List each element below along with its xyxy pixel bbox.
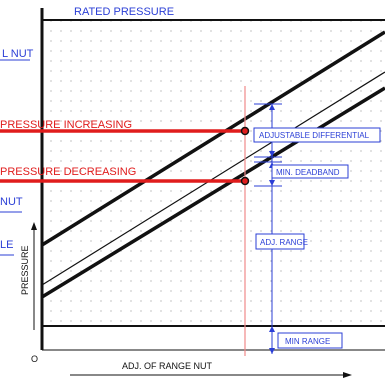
min-range-label: MIN RANGE bbox=[285, 337, 330, 346]
increase-point bbox=[240, 126, 250, 136]
decrease-point bbox=[240, 176, 250, 186]
min-deadband-box bbox=[271, 164, 349, 179]
arrow-down-range bbox=[269, 348, 275, 354]
increasing-diagonal bbox=[41, 30, 385, 247]
origin-label: O bbox=[31, 354, 38, 364]
arrow-up-range bbox=[269, 326, 275, 332]
arrow-up-top bbox=[269, 104, 275, 110]
decreasing-diagonal bbox=[41, 86, 385, 299]
nut-top-label: L NUT bbox=[2, 48, 34, 60]
min-range-box bbox=[277, 332, 343, 349]
min-deadband-label: MIN. DEADBAND bbox=[276, 168, 340, 177]
pressure-decreasing-label: PRESSURE DECREASING bbox=[0, 166, 136, 178]
pressure-increasing-label: PRESSURE INCREASING bbox=[0, 119, 132, 131]
adj-diff-box bbox=[253, 127, 381, 143]
y-arrow-head bbox=[31, 222, 37, 230]
middle-diagonal bbox=[41, 71, 385, 286]
adjustable-differential-label: ADJUSTABLE DIFFERENTIAL bbox=[259, 131, 370, 140]
arrow-down-mid bbox=[269, 151, 275, 157]
y-axis-label: PRESSURE bbox=[20, 245, 30, 295]
arrow-down-bottom bbox=[269, 180, 275, 186]
x-axis-label: ADJ. OF RANGE NUT bbox=[122, 361, 213, 371]
le-label: LE bbox=[0, 239, 13, 251]
adj-range-box bbox=[255, 233, 305, 250]
rated-pressure-label: RATED PRESSURE bbox=[74, 6, 174, 18]
x-arrow-head bbox=[343, 372, 352, 378]
nut-mid-label: NUT bbox=[0, 196, 23, 208]
adj-range-label: ADJ. RANGE bbox=[260, 238, 308, 247]
